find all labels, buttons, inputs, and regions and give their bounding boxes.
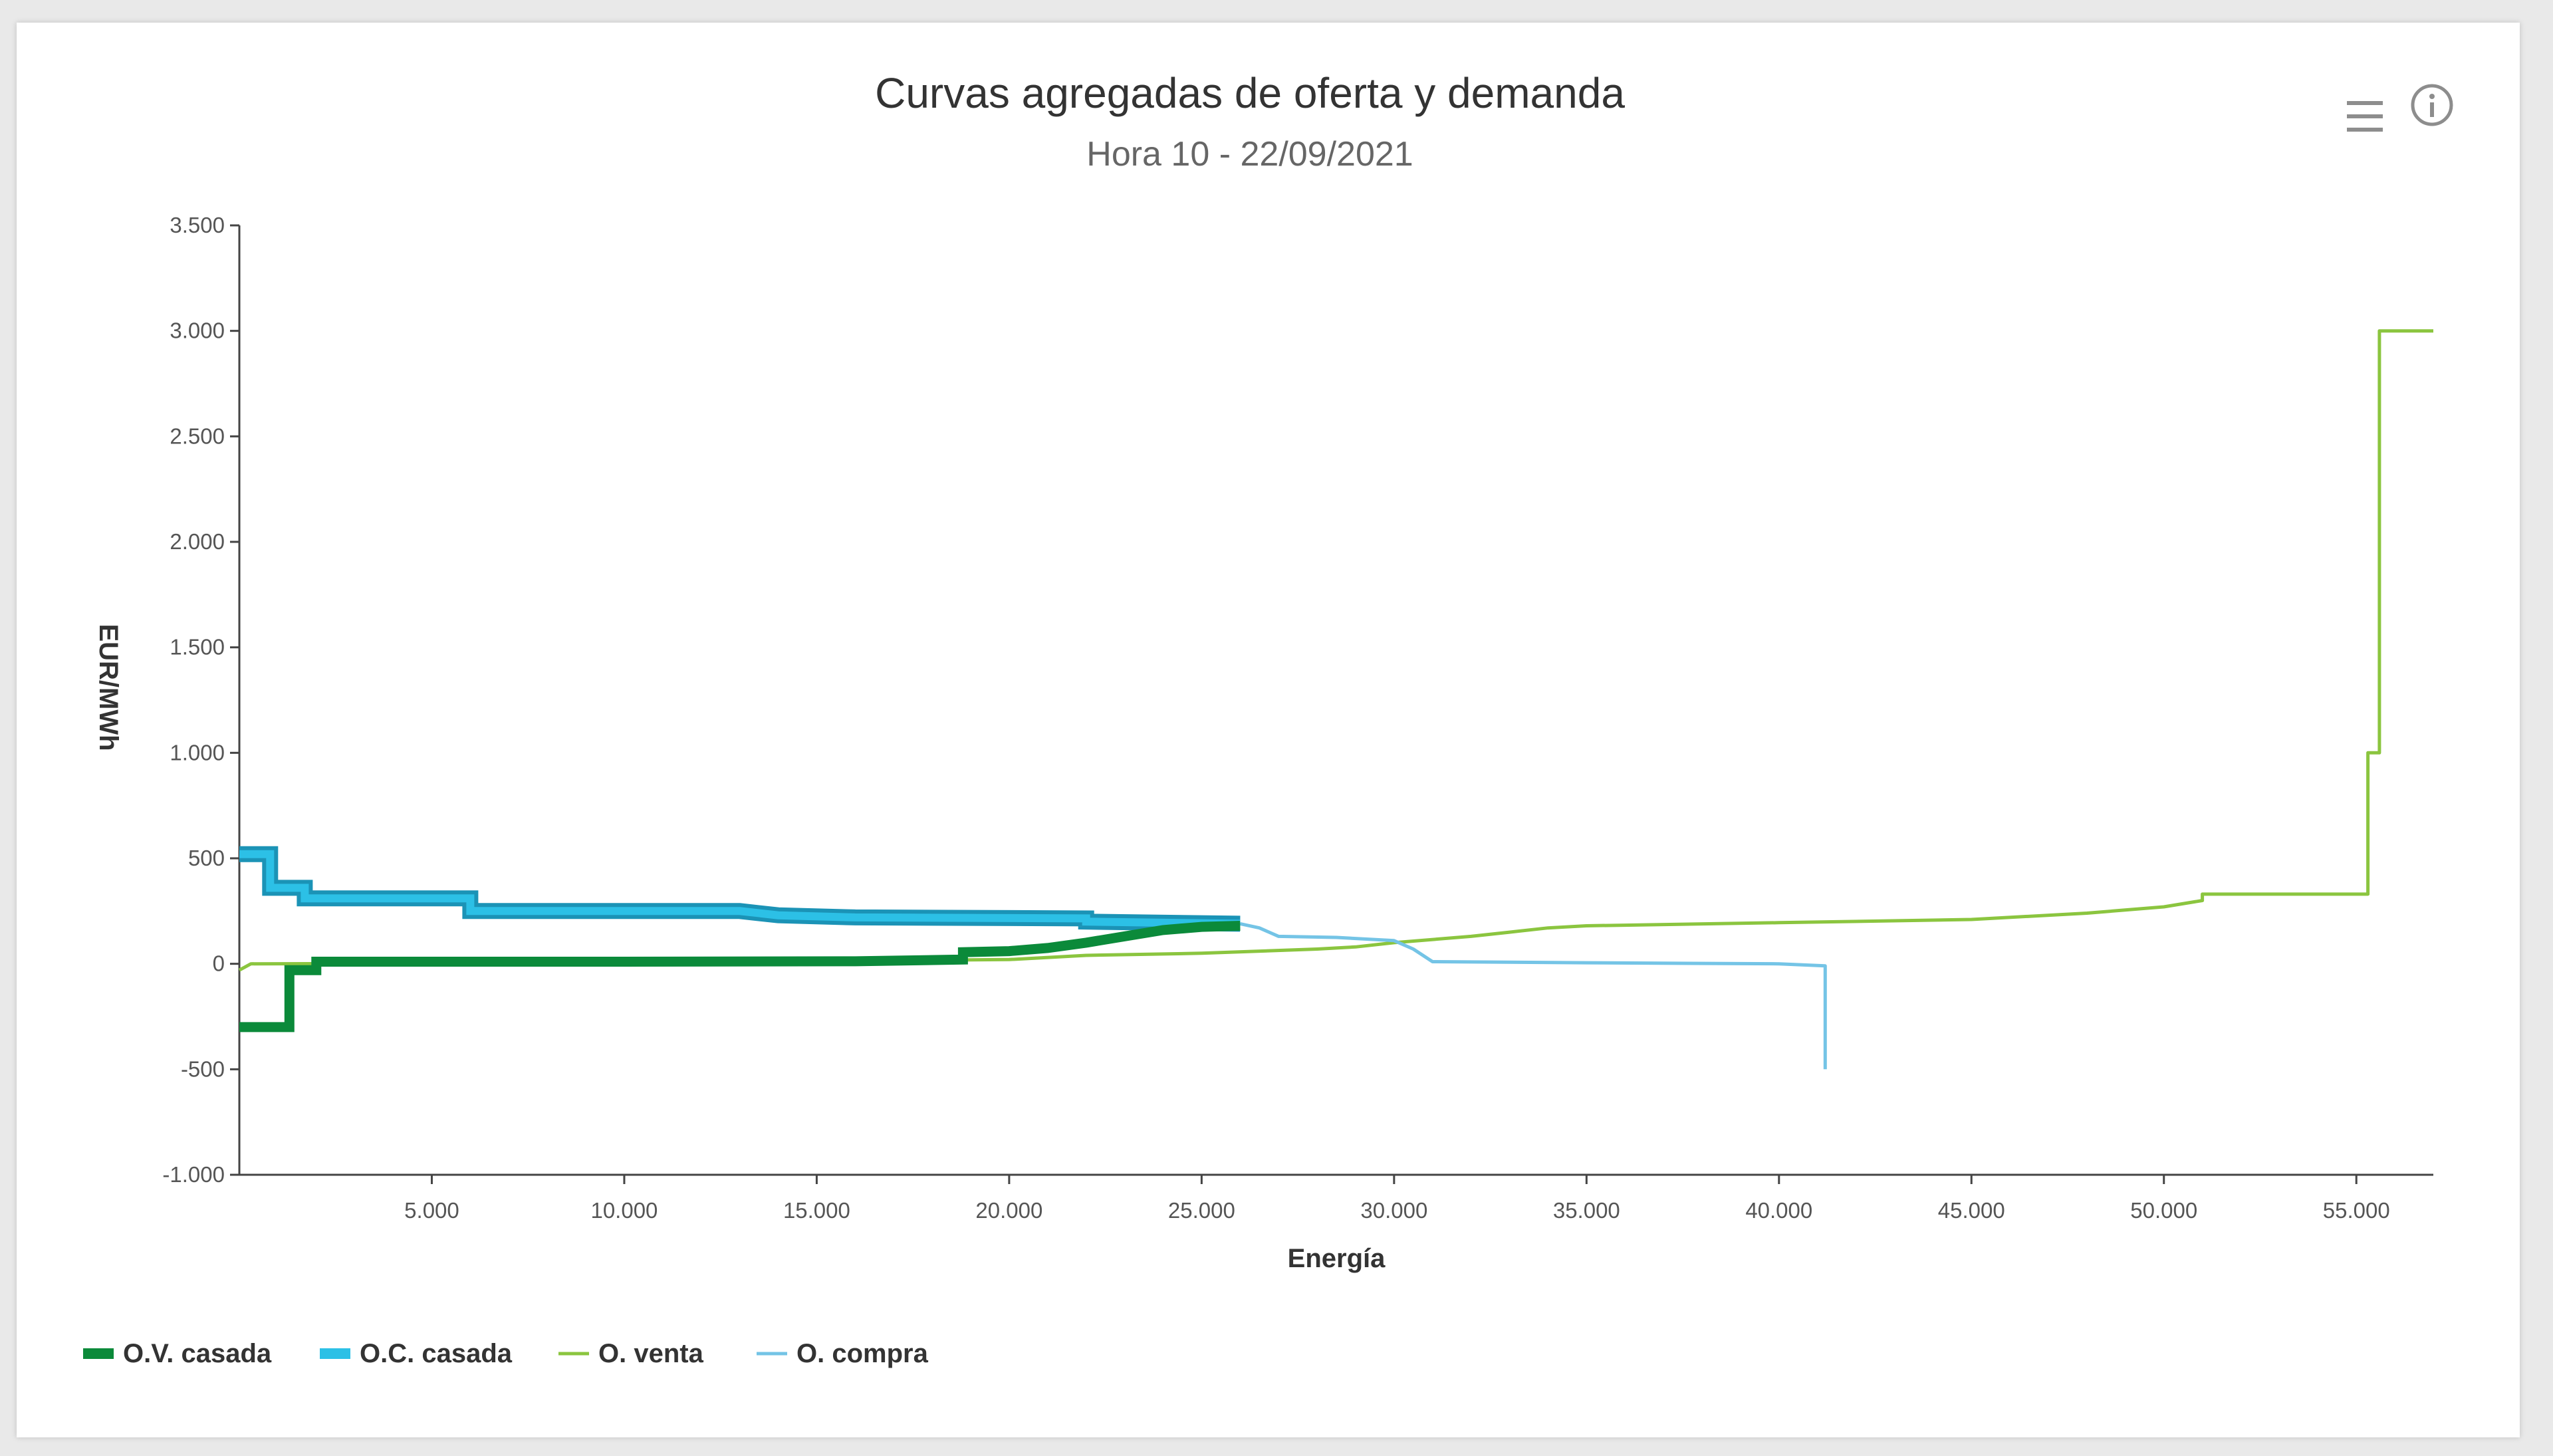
y-tick-label: 3.500 — [170, 213, 225, 237]
legend-label: O. venta — [598, 1339, 704, 1368]
x-tick-label: 35.000 — [1553, 1198, 1620, 1223]
y-tick-label: 1.000 — [170, 740, 225, 765]
y-tick-label: 0 — [213, 951, 225, 976]
x-axis-title: Energía — [1288, 1244, 1386, 1273]
legend-label: O. compra — [796, 1339, 929, 1368]
series-line — [1239, 921, 1827, 1070]
y-tick-label: 500 — [188, 846, 225, 870]
chart: Curvas agregadas de oferta y demanda Hor… — [83, 69, 2453, 1368]
y-tick-label: 1.500 — [170, 635, 225, 660]
y-tick-label: 2.000 — [170, 529, 225, 554]
x-tick-label: 45.000 — [1938, 1198, 2005, 1223]
x-tick-label: 50.000 — [2130, 1198, 2197, 1223]
plot-area — [238, 329, 2433, 1070]
x-tick-label: 55.000 — [2323, 1198, 2390, 1223]
info-icon[interactable] — [2411, 84, 2453, 126]
y-tick-label: -500 — [181, 1056, 225, 1081]
y-axis-title: EUR/MWh — [94, 624, 123, 751]
y-tick-label: 3.000 — [170, 318, 225, 343]
chart-subtitle: Hora 10 - 22/09/2021 — [1086, 135, 1413, 174]
hamburger-menu-icon[interactable] — [2347, 101, 2383, 132]
legend-label: O.C. casada — [360, 1339, 513, 1368]
series-o-v-casada — [239, 921, 1241, 1032]
y-tick-label: 2.500 — [170, 424, 225, 448]
x-tick-label: 15.000 — [783, 1198, 850, 1223]
legend-item-o-compra[interactable]: O. compra — [757, 1339, 929, 1368]
x-tick-label: 5.000 — [404, 1198, 459, 1223]
x-tick-label: 30.000 — [1360, 1198, 1427, 1223]
series-o-venta — [238, 329, 2433, 972]
series-line — [239, 850, 1241, 928]
y-tick-label: -1.000 — [162, 1162, 225, 1187]
series-line — [239, 921, 1241, 1032]
chart-title: Curvas agregadas de oferta y demanda — [875, 69, 1625, 117]
series-line — [238, 329, 2433, 972]
x-tick-label: 40.000 — [1745, 1198, 1812, 1223]
x-tick-label: 10.000 — [590, 1198, 658, 1223]
x-tick-label: 20.000 — [975, 1198, 1042, 1223]
x-tick-label: 25.000 — [1168, 1198, 1235, 1223]
legend-item-o-v-casada[interactable]: O.V. casada — [83, 1339, 272, 1368]
chart-card: Curvas agregadas de oferta y demanda Hor… — [17, 23, 2520, 1437]
series-o-c-casada — [239, 846, 1241, 932]
axes: 3.500 3.000 2.500 2.000 1.500 1.000 500 0 -500 -1… — [162, 213, 2433, 1223]
legend: O.V. casada O.C. casada O. venta O. compra — [83, 1339, 929, 1368]
legend-item-o-venta[interactable]: O. venta — [558, 1339, 704, 1368]
series-o-compra — [1239, 921, 1827, 1070]
legend-item-o-c-casada[interactable]: O.C. casada — [320, 1339, 513, 1368]
legend-label: O.V. casada — [123, 1339, 272, 1368]
